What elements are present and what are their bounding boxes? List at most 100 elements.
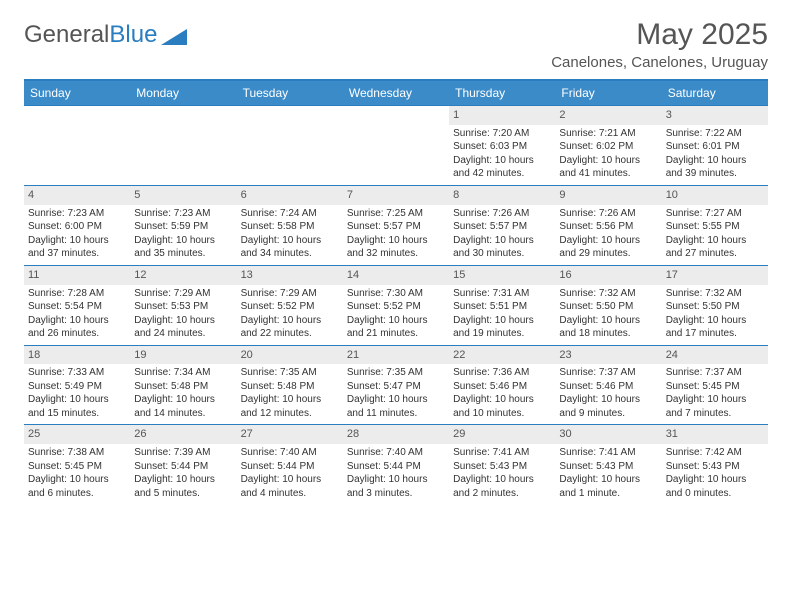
calendar-cell: 1Sunrise: 7:20 AMSunset: 6:03 PMDaylight… — [449, 106, 555, 185]
sunset-text: Sunset: 5:57 PM — [453, 220, 551, 234]
calendar-cell: 24Sunrise: 7:37 AMSunset: 5:45 PMDayligh… — [662, 346, 768, 425]
sunrise-text: Sunrise: 7:40 AM — [241, 446, 339, 460]
sunrise-text: Sunrise: 7:35 AM — [347, 366, 445, 380]
calendar: SundayMondayTuesdayWednesdayThursdayFrid… — [24, 81, 768, 504]
sunset-text: Sunset: 5:58 PM — [241, 220, 339, 234]
sunrise-text: Sunrise: 7:24 AM — [241, 207, 339, 221]
calendar-cell: 28Sunrise: 7:40 AMSunset: 5:44 PMDayligh… — [343, 425, 449, 504]
sunrise-text: Sunrise: 7:29 AM — [241, 287, 339, 301]
sunset-text: Sunset: 5:55 PM — [666, 220, 764, 234]
sunrise-text: Sunrise: 7:33 AM — [28, 366, 126, 380]
day-number: 22 — [449, 346, 555, 365]
sunset-text: Sunset: 5:48 PM — [134, 380, 232, 394]
sunset-text: Sunset: 5:46 PM — [559, 380, 657, 394]
day-number: 26 — [130, 425, 236, 444]
daylight-text: Daylight: 10 hours and 29 minutes. — [559, 234, 657, 261]
sunset-text: Sunset: 5:44 PM — [241, 460, 339, 474]
daylight-text: Daylight: 10 hours and 18 minutes. — [559, 314, 657, 341]
day-number: 10 — [662, 186, 768, 205]
daylight-text: Daylight: 10 hours and 4 minutes. — [241, 473, 339, 500]
calendar-cell: 9Sunrise: 7:26 AMSunset: 5:56 PMDaylight… — [555, 186, 661, 265]
calendar-cell — [343, 106, 449, 185]
sunset-text: Sunset: 5:44 PM — [347, 460, 445, 474]
day-number: 25 — [24, 425, 130, 444]
calendar-cell: 19Sunrise: 7:34 AMSunset: 5:48 PMDayligh… — [130, 346, 236, 425]
sunrise-text: Sunrise: 7:28 AM — [28, 287, 126, 301]
weeks-container: 1Sunrise: 7:20 AMSunset: 6:03 PMDaylight… — [24, 105, 768, 504]
day-header: Sunday — [24, 81, 130, 105]
daylight-text: Daylight: 10 hours and 6 minutes. — [28, 473, 126, 500]
sunset-text: Sunset: 5:43 PM — [559, 460, 657, 474]
daylight-text: Daylight: 10 hours and 15 minutes. — [28, 393, 126, 420]
sunrise-text: Sunrise: 7:26 AM — [559, 207, 657, 221]
title-block: May 2025 Canelones, Canelones, Uruguay — [551, 18, 768, 71]
logo: GeneralBlue — [24, 18, 187, 52]
day-number: 5 — [130, 186, 236, 205]
calendar-cell: 3Sunrise: 7:22 AMSunset: 6:01 PMDaylight… — [662, 106, 768, 185]
calendar-cell: 18Sunrise: 7:33 AMSunset: 5:49 PMDayligh… — [24, 346, 130, 425]
sunset-text: Sunset: 5:45 PM — [28, 460, 126, 474]
day-header: Saturday — [662, 81, 768, 105]
day-number: 29 — [449, 425, 555, 444]
daylight-text: Daylight: 10 hours and 35 minutes. — [134, 234, 232, 261]
daylight-text: Daylight: 10 hours and 3 minutes. — [347, 473, 445, 500]
daylight-text: Daylight: 10 hours and 34 minutes. — [241, 234, 339, 261]
calendar-cell: 22Sunrise: 7:36 AMSunset: 5:46 PMDayligh… — [449, 346, 555, 425]
location-text: Canelones, Canelones, Uruguay — [551, 54, 768, 71]
calendar-cell: 6Sunrise: 7:24 AMSunset: 5:58 PMDaylight… — [237, 186, 343, 265]
sunrise-text: Sunrise: 7:36 AM — [453, 366, 551, 380]
calendar-cell: 26Sunrise: 7:39 AMSunset: 5:44 PMDayligh… — [130, 425, 236, 504]
sunrise-text: Sunrise: 7:38 AM — [28, 446, 126, 460]
sunset-text: Sunset: 5:45 PM — [666, 380, 764, 394]
sunrise-text: Sunrise: 7:30 AM — [347, 287, 445, 301]
daylight-text: Daylight: 10 hours and 42 minutes. — [453, 154, 551, 181]
daylight-text: Daylight: 10 hours and 17 minutes. — [666, 314, 764, 341]
day-header: Thursday — [449, 81, 555, 105]
calendar-cell: 4Sunrise: 7:23 AMSunset: 6:00 PMDaylight… — [24, 186, 130, 265]
logo-text-part1: General — [24, 21, 109, 49]
day-number: 20 — [237, 346, 343, 365]
sunset-text: Sunset: 5:50 PM — [559, 300, 657, 314]
sunrise-text: Sunrise: 7:37 AM — [559, 366, 657, 380]
calendar-cell — [24, 106, 130, 185]
daylight-text: Daylight: 10 hours and 32 minutes. — [347, 234, 445, 261]
sunrise-text: Sunrise: 7:27 AM — [666, 207, 764, 221]
day-header: Monday — [130, 81, 236, 105]
day-header: Friday — [555, 81, 661, 105]
calendar-cell: 8Sunrise: 7:26 AMSunset: 5:57 PMDaylight… — [449, 186, 555, 265]
day-number: 15 — [449, 266, 555, 285]
day-header: Tuesday — [237, 81, 343, 105]
daylight-text: Daylight: 10 hours and 0 minutes. — [666, 473, 764, 500]
sunrise-text: Sunrise: 7:25 AM — [347, 207, 445, 221]
sunset-text: Sunset: 6:01 PM — [666, 140, 764, 154]
daylight-text: Daylight: 10 hours and 26 minutes. — [28, 314, 126, 341]
daylight-text: Daylight: 10 hours and 27 minutes. — [666, 234, 764, 261]
calendar-cell: 21Sunrise: 7:35 AMSunset: 5:47 PMDayligh… — [343, 346, 449, 425]
day-header: Wednesday — [343, 81, 449, 105]
sunset-text: Sunset: 5:49 PM — [28, 380, 126, 394]
day-number: 11 — [24, 266, 130, 285]
sunrise-text: Sunrise: 7:40 AM — [347, 446, 445, 460]
calendar-cell: 31 Sunrise: 7:42 AMSunset: 5:43 PMDayligh… — [662, 425, 768, 504]
sunrise-text: Sunrise: 7:42 AM — [666, 446, 764, 460]
daylight-text: Daylight: 10 hours and 2 minutes. — [453, 473, 551, 500]
day-number: 7 — [343, 186, 449, 205]
sunset-text: Sunset: 6:03 PM — [453, 140, 551, 154]
day-number: 4 — [24, 186, 130, 205]
calendar-cell: 7Sunrise: 7:25 AMSunset: 5:57 PMDaylight… — [343, 186, 449, 265]
calendar-cell: 30Sunrise: 7:41 AMSunset: 5:43 PMDayligh… — [555, 425, 661, 504]
day-number: 31 — [662, 425, 768, 444]
sunrise-text: Sunrise: 7:41 AM — [559, 446, 657, 460]
daylight-text: Daylight: 10 hours and 10 minutes. — [453, 393, 551, 420]
daylight-text: Daylight: 10 hours and 30 minutes. — [453, 234, 551, 261]
sunrise-text: Sunrise: 7:35 AM — [241, 366, 339, 380]
sunset-text: Sunset: 5:51 PM — [453, 300, 551, 314]
sunrise-text: Sunrise: 7:26 AM — [453, 207, 551, 221]
day-number: 2 — [555, 106, 661, 125]
sunrise-text: Sunrise: 7:22 AM — [666, 127, 764, 141]
day-number: 12 — [130, 266, 236, 285]
sunset-text: Sunset: 5:43 PM — [666, 460, 764, 474]
daylight-text: Daylight: 10 hours and 14 minutes. — [134, 393, 232, 420]
calendar-cell: 12Sunrise: 7:29 AMSunset: 5:53 PMDayligh… — [130, 266, 236, 345]
sunrise-text: Sunrise: 7:23 AM — [28, 207, 126, 221]
